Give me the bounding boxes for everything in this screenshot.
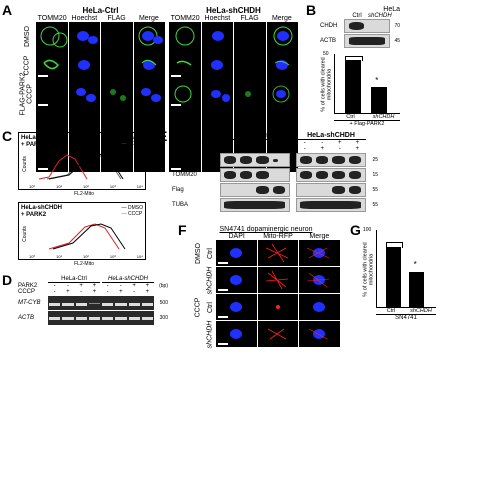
col-header: TOMM20 [169, 15, 201, 22]
col-header: Merge [133, 15, 165, 22]
panel-f: SN4741 dopaminergic neuron DAPI Mito-RFP… [192, 226, 340, 347]
panel-c: HeLa-Ctrl+ PARK2 — DMSO — CCCP Counts 10… [18, 132, 146, 260]
bar-ctrl [345, 60, 361, 113]
col-header: Hoechst [201, 15, 233, 22]
col-header: Merge [266, 15, 298, 22]
row-label: DMSO [24, 26, 31, 47]
panel-b-label: B [306, 2, 316, 18]
micrograph-row [36, 22, 165, 50]
panel-d: HeLa-Ctrl HeLa-shCHDH PARK2 --++--++ (bp… [18, 276, 168, 325]
panel-f-label: F [178, 222, 187, 238]
bar-shchdh [371, 87, 387, 113]
panel-d-label: D [2, 272, 12, 288]
panel-a-left-title: HeLa-Ctrl [36, 6, 165, 15]
micrograph-row [169, 22, 298, 50]
col-header: FLAG [101, 15, 133, 22]
panel-c-label: C [2, 128, 12, 144]
panel-e-label: E [158, 128, 167, 144]
panel-g-label: G [350, 222, 361, 238]
panel-b: HeLa Ctrl shCHDH CHDH 70 ACTB 45 % of ce… [320, 6, 400, 127]
panel-g: % of cells with clearedmitochondria 100 … [362, 230, 436, 321]
panel-a: HeLa-Ctrl HeLa-shCHDH TOMM20 Hoechst FLA… [18, 6, 298, 108]
col-header: FLAG [234, 15, 266, 22]
row-label: FLAG-PARK2CCCP [20, 72, 34, 115]
panel-e: HeLa-Ctrl HeLa-shCHDH FLAG-PARK2 --++ --… [172, 132, 378, 212]
col-header: TOMM20 [36, 15, 68, 22]
col-header: Hoechst [68, 15, 100, 22]
panel-a-right-title: HeLa-shCHDH [169, 6, 298, 15]
panel-a-label: A [2, 2, 12, 18]
